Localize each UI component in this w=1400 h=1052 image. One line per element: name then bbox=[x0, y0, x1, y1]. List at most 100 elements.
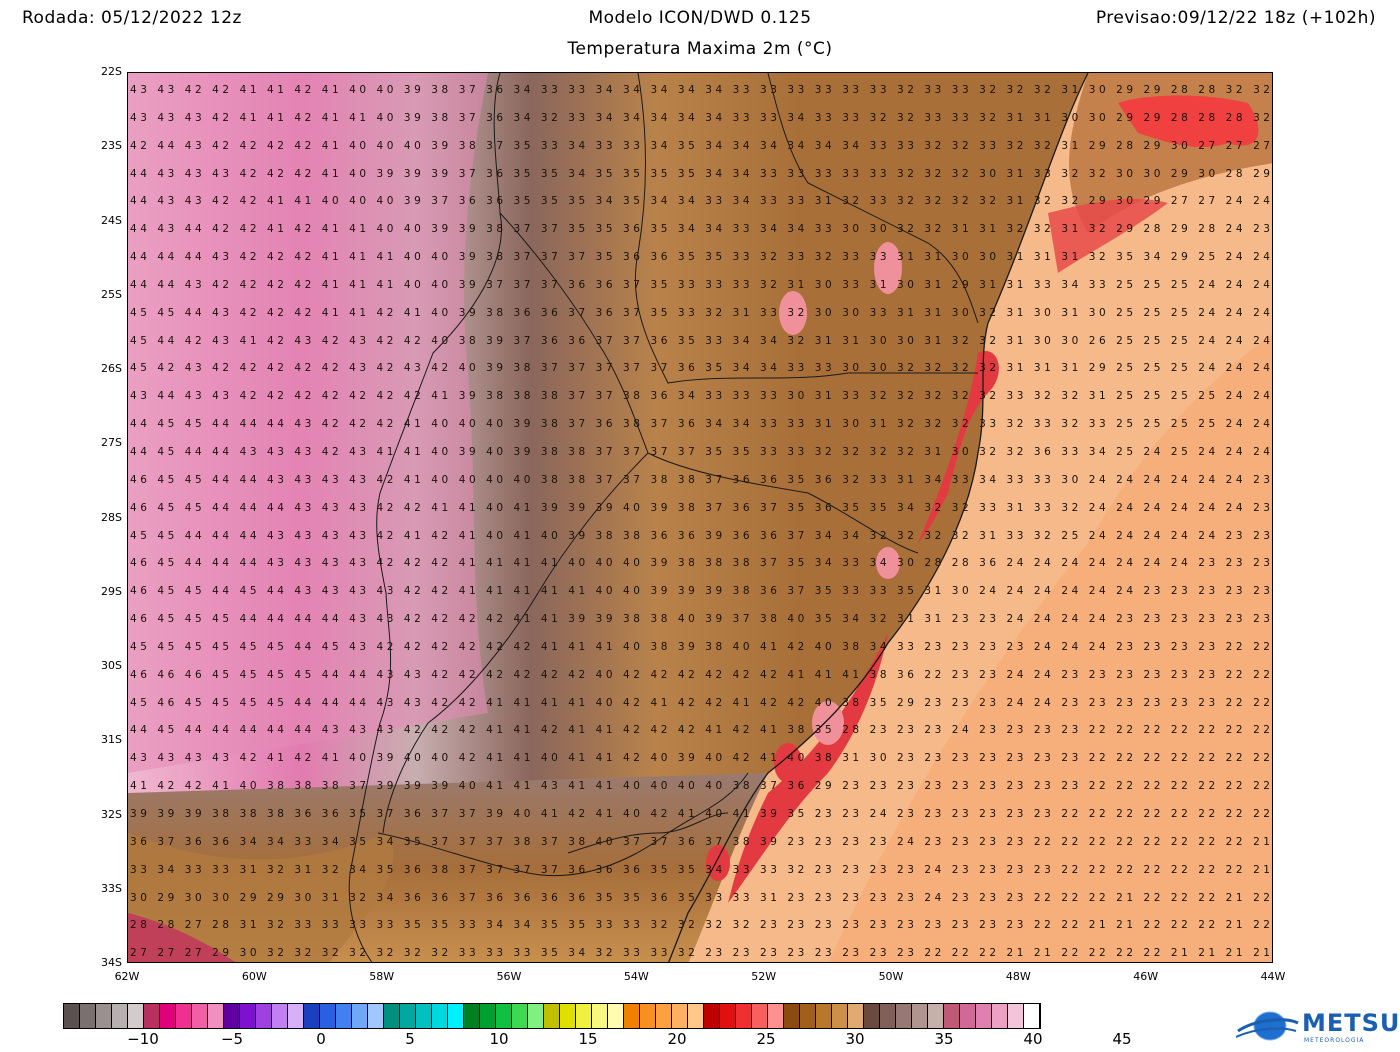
logo-wordmark: METSUL bbox=[1302, 1009, 1400, 1037]
color-scale-swatch bbox=[784, 1004, 800, 1028]
latitude-label: 24S bbox=[101, 213, 122, 227]
color-scale-swatch bbox=[208, 1004, 224, 1028]
color-scale-swatch bbox=[704, 1004, 720, 1028]
color-scale-label: 40 bbox=[1023, 1030, 1043, 1048]
color-scale-swatch bbox=[80, 1004, 96, 1028]
value-row: 45 42 43 42 42 42 42 42 43 42 43 42 40 3… bbox=[130, 362, 1270, 374]
color-scale-swatch bbox=[272, 1004, 288, 1028]
color-scale-swatch bbox=[368, 1004, 384, 1028]
color-scale-swatch bbox=[400, 1004, 416, 1028]
value-row: 43 43 42 42 41 41 42 41 40 40 39 38 37 3… bbox=[130, 84, 1270, 96]
color-scale-swatch bbox=[624, 1004, 640, 1028]
value-row: 46 45 44 44 44 43 43 43 43 42 42 42 41 4… bbox=[130, 557, 1270, 569]
value-row: 44 44 43 42 42 42 42 41 41 41 40 40 39 3… bbox=[130, 279, 1270, 291]
southwest-field bbox=[128, 833, 394, 962]
color-scale-swatch bbox=[432, 1004, 448, 1028]
hot-zone bbox=[128, 73, 488, 773]
value-row: 41 42 42 41 40 38 38 38 37 39 39 39 40 4… bbox=[130, 780, 1270, 792]
color-scale-swatch bbox=[192, 1004, 208, 1028]
value-row: 27 27 27 29 30 32 32 32 32 32 32 32 33 3… bbox=[130, 947, 1270, 959]
color-scale-swatch bbox=[608, 1004, 624, 1028]
value-row: 33 34 33 33 31 32 31 32 34 35 36 38 37 3… bbox=[130, 864, 1270, 876]
latitude-label: 27S bbox=[101, 436, 122, 450]
value-row: 45 46 45 45 45 45 44 44 44 43 43 42 42 4… bbox=[130, 697, 1270, 709]
value-row: 39 39 39 38 38 38 36 36 35 37 36 37 37 3… bbox=[130, 808, 1270, 820]
cool-spot-5 bbox=[774, 743, 802, 783]
color-scale-swatch bbox=[800, 1004, 816, 1028]
color-scale-swatch bbox=[96, 1004, 112, 1028]
longitude-label: 52W bbox=[751, 970, 777, 983]
border-rivers bbox=[382, 452, 649, 834]
color-scale-swatch bbox=[448, 1004, 464, 1028]
cool-coast-patch bbox=[128, 913, 236, 962]
color-scale-swatch bbox=[1008, 1004, 1024, 1028]
color-scale-swatch bbox=[256, 1004, 272, 1028]
longitude-label: 48W bbox=[1005, 970, 1031, 983]
cool-spot-3 bbox=[876, 547, 900, 579]
color-scale-swatch bbox=[832, 1004, 848, 1028]
color-scale-swatch bbox=[928, 1004, 944, 1028]
color-scale-swatch bbox=[224, 1004, 240, 1028]
color-scale-swatch bbox=[496, 1004, 512, 1028]
longitude-label: 54W bbox=[623, 970, 649, 983]
color-scale-swatch bbox=[768, 1004, 784, 1028]
color-scale-swatch bbox=[128, 1004, 144, 1028]
lagoon-outline bbox=[567, 812, 729, 854]
value-row: 44 45 44 44 44 44 44 43 43 43 42 42 42 4… bbox=[130, 724, 1270, 736]
color-scale-swatch bbox=[160, 1004, 176, 1028]
color-scale-label: 5 bbox=[405, 1030, 415, 1048]
value-row: 45 45 44 44 44 43 43 43 43 42 41 42 41 4… bbox=[130, 530, 1270, 542]
coastal-strip-1 bbox=[918, 351, 999, 543]
border-states-3 bbox=[767, 73, 979, 324]
run-time-label: Rodada: 05/12/2022 12z bbox=[22, 8, 242, 28]
color-scale-swatch bbox=[64, 1004, 80, 1028]
metsul-logo: METSUL METEOROLOGIA bbox=[1236, 1005, 1400, 1047]
value-row: 44 44 44 43 42 42 42 41 41 41 40 40 39 3… bbox=[130, 251, 1270, 263]
coastal-strip-2 bbox=[728, 633, 888, 903]
color-scale-bar bbox=[63, 1003, 1041, 1029]
border-uruguay bbox=[377, 772, 749, 877]
color-scale-swatch bbox=[576, 1004, 592, 1028]
color-scale-swatch bbox=[112, 1004, 128, 1028]
value-row: 36 37 36 36 34 34 33 34 35 34 35 37 37 3… bbox=[130, 836, 1270, 848]
cool-spot-2 bbox=[779, 291, 807, 335]
color-scale-swatch bbox=[592, 1004, 608, 1028]
temperature-map: 43 43 42 42 41 41 42 41 40 40 39 38 37 3… bbox=[127, 72, 1273, 963]
color-scale-swatch bbox=[720, 1004, 736, 1028]
longitude-label: 62W bbox=[114, 970, 140, 983]
latitude-label: 26S bbox=[101, 362, 122, 375]
latitude-label: 29S bbox=[101, 584, 122, 598]
color-scale-label: 30 bbox=[845, 1030, 865, 1048]
latitude-label: 25S bbox=[101, 287, 122, 301]
color-scale-label: 15 bbox=[578, 1030, 598, 1048]
color-scale-swatch bbox=[416, 1004, 432, 1028]
cool-spot-1 bbox=[874, 242, 902, 294]
color-scale-swatch bbox=[672, 1004, 688, 1028]
longitude-label: 46W bbox=[1133, 970, 1159, 983]
value-row: 45 45 44 43 42 42 42 41 41 42 41 40 39 3… bbox=[130, 307, 1270, 319]
value-row: 43 44 43 43 42 42 42 42 42 42 42 41 39 3… bbox=[130, 390, 1270, 402]
value-row: 44 43 43 43 42 42 42 41 40 39 39 39 37 3… bbox=[130, 168, 1270, 180]
latitude-label: 22S bbox=[101, 65, 122, 78]
value-row: 46 46 46 45 45 45 45 44 44 43 43 42 42 4… bbox=[130, 669, 1270, 681]
value-row: 46 45 45 44 45 44 43 43 43 43 42 42 41 4… bbox=[130, 585, 1270, 597]
latitude-label: 30S bbox=[101, 659, 122, 672]
latitude-label: 28S bbox=[101, 510, 122, 524]
color-scale-swatch bbox=[960, 1004, 976, 1028]
color-scale-swatch bbox=[528, 1004, 544, 1028]
longitude-label: 50W bbox=[878, 970, 904, 983]
color-scale-swatch bbox=[288, 1004, 304, 1028]
color-scale-swatch bbox=[640, 1004, 656, 1028]
color-scale-swatch bbox=[912, 1004, 928, 1028]
color-scale-label: −5 bbox=[220, 1030, 244, 1048]
globe-icon bbox=[1236, 1011, 1299, 1041]
latitude-label: 23S bbox=[101, 139, 122, 153]
color-scale-label: 45 bbox=[1112, 1030, 1132, 1048]
color-scale-swatch bbox=[304, 1004, 320, 1028]
latitude-label: 34S bbox=[101, 956, 122, 969]
latitude-label: 32S bbox=[101, 807, 122, 821]
color-scale-swatch bbox=[688, 1004, 704, 1028]
value-row: 43 43 43 43 42 41 42 41 40 39 40 40 42 4… bbox=[130, 752, 1270, 764]
color-scale-swatch bbox=[176, 1004, 192, 1028]
color-scale-swatch bbox=[976, 1004, 992, 1028]
